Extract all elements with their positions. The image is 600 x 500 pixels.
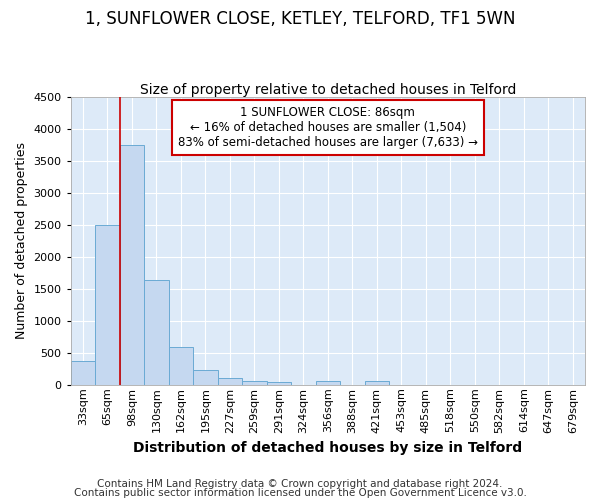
Bar xyxy=(365,381,389,385)
X-axis label: Distribution of detached houses by size in Telford: Distribution of detached houses by size … xyxy=(133,441,523,455)
Y-axis label: Number of detached properties: Number of detached properties xyxy=(15,142,28,340)
Bar xyxy=(119,145,144,385)
Text: Contains public sector information licensed under the Open Government Licence v3: Contains public sector information licen… xyxy=(74,488,526,498)
Title: Size of property relative to detached houses in Telford: Size of property relative to detached ho… xyxy=(140,83,516,97)
Bar xyxy=(316,381,340,385)
Bar xyxy=(242,381,266,385)
Bar xyxy=(144,280,169,385)
Bar xyxy=(218,378,242,385)
Bar xyxy=(95,225,119,385)
Bar xyxy=(71,361,95,385)
Bar xyxy=(193,370,218,385)
Text: 1, SUNFLOWER CLOSE, KETLEY, TELFORD, TF1 5WN: 1, SUNFLOWER CLOSE, KETLEY, TELFORD, TF1… xyxy=(85,10,515,28)
Text: Contains HM Land Registry data © Crown copyright and database right 2024.: Contains HM Land Registry data © Crown c… xyxy=(97,479,503,489)
Text: 1 SUNFLOWER CLOSE: 86sqm
← 16% of detached houses are smaller (1,504)
83% of sem: 1 SUNFLOWER CLOSE: 86sqm ← 16% of detach… xyxy=(178,106,478,148)
Bar xyxy=(266,382,291,385)
Bar xyxy=(169,347,193,385)
